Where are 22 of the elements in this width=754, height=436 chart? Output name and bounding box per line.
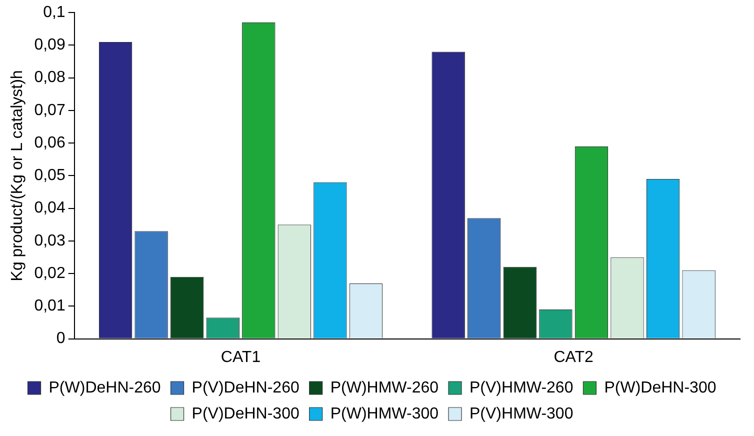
y-tick-label: 0,05	[34, 167, 66, 184]
legend-label: P(V)HMW-300	[470, 405, 574, 422]
legend-label: P(V)DeHN-260	[192, 379, 300, 396]
y-tick-label: 0,07	[34, 102, 66, 119]
legend-label: P(W)DeHN-300	[604, 379, 716, 396]
x-tick-label: CAT2	[554, 348, 594, 366]
legend-label: P(W)HMW-300	[330, 405, 439, 422]
y-tick-label: 0,1	[43, 4, 66, 22]
y-tick-label: 0,06	[34, 134, 66, 152]
x-tick-label: CAT1	[220, 348, 261, 366]
legend-label: P(V)HMW-260	[470, 379, 574, 396]
legend-label: P(W)HMW-260	[330, 379, 439, 396]
y-tick-label: 0,02	[34, 264, 66, 282]
y-tick-label: 0,03	[34, 232, 66, 250]
legend-label: P(V)DeHN-300	[192, 405, 300, 422]
y-tick-label: 0	[56, 330, 66, 348]
y-tick-label: 0,04	[34, 200, 66, 217]
y-tick-label: 0,01	[34, 298, 66, 315]
y-tick-label: 0,09	[34, 36, 66, 54]
y-tick-label: 0,08	[34, 69, 66, 86]
legend-label: P(W)DeHN-260	[48, 379, 161, 396]
y-axis-title: Kg product/(Kg or L catalyst)h	[9, 70, 26, 282]
